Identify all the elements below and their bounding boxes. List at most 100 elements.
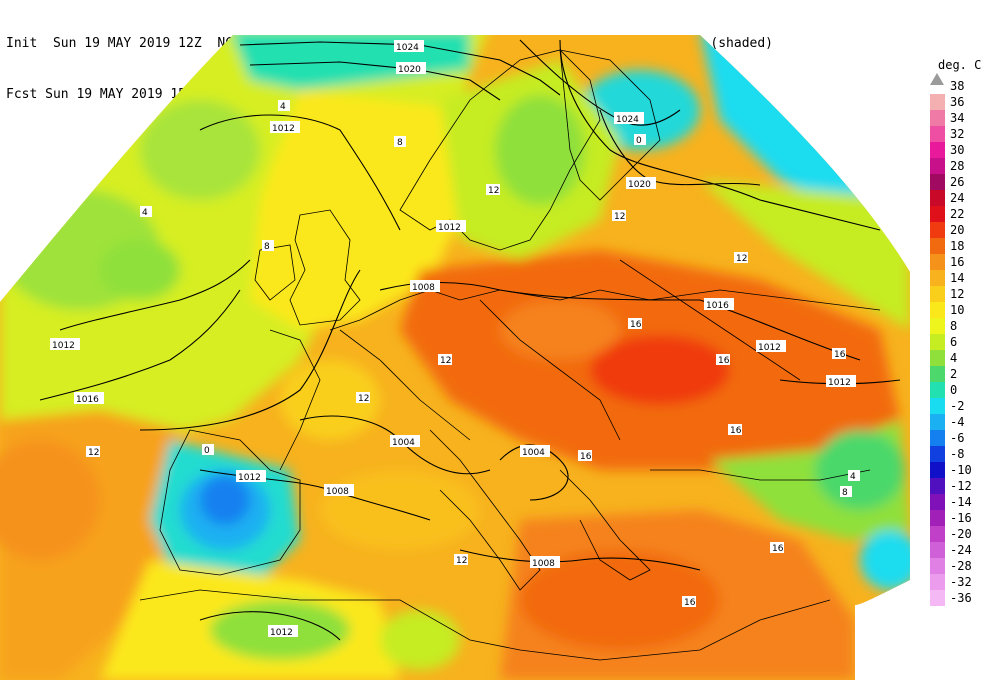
legend-swatch bbox=[930, 110, 945, 126]
legend-swatch bbox=[930, 174, 945, 190]
legend-swatch bbox=[930, 286, 945, 302]
isobar-labels: 1024 1020 1024 1012 1012 1016 1008 1016 … bbox=[50, 40, 856, 638]
legend-row: 2 bbox=[928, 366, 1000, 382]
legend-label: 14 bbox=[950, 271, 965, 285]
isobar-label: 1024 bbox=[396, 43, 419, 53]
dewpoint-label: 12 bbox=[456, 556, 467, 566]
isobar-label: 1012 bbox=[758, 343, 781, 353]
legend-label: 6 bbox=[950, 335, 958, 349]
legend-swatch bbox=[930, 366, 945, 382]
legend-row: -20 bbox=[928, 526, 1000, 542]
legend-row: 16 bbox=[928, 254, 1000, 270]
isobar-label: 1008 bbox=[532, 559, 555, 569]
legend-label: 0 bbox=[950, 383, 958, 397]
legend-label: -10 bbox=[950, 463, 972, 477]
dewpoint-label: 12 bbox=[614, 212, 625, 222]
dewpoint-label: 12 bbox=[440, 356, 451, 366]
legend-row: 28 bbox=[928, 158, 1000, 174]
legend-row: -16 bbox=[928, 510, 1000, 526]
legend-row: 12 bbox=[928, 286, 1000, 302]
dewpoint-label: 4 bbox=[280, 102, 286, 112]
legend-row: 32 bbox=[928, 126, 1000, 142]
legend-swatch bbox=[930, 462, 945, 478]
legend-row: -2 bbox=[928, 398, 1000, 414]
legend-label: 36 bbox=[950, 95, 965, 109]
legend-row: 18 bbox=[928, 238, 1000, 254]
legend-swatch bbox=[930, 142, 945, 158]
legend-row: 22 bbox=[928, 206, 1000, 222]
legend-swatch bbox=[930, 158, 945, 174]
legend-row: 4 bbox=[928, 350, 1000, 366]
legend-row: -6 bbox=[928, 430, 1000, 446]
legend-label: 24 bbox=[950, 191, 965, 205]
legend-label: -16 bbox=[950, 511, 972, 525]
isobar-label: 1020 bbox=[398, 65, 421, 75]
legend-swatch bbox=[930, 382, 945, 398]
legend-row: 38 bbox=[928, 78, 1000, 94]
isobar-label: 1016 bbox=[706, 301, 729, 311]
legend-label: 18 bbox=[950, 239, 965, 253]
legend-label: 32 bbox=[950, 127, 965, 141]
legend-swatch bbox=[930, 94, 945, 110]
legend-label: -32 bbox=[950, 575, 972, 589]
legend-swatch bbox=[930, 446, 945, 462]
dewpoint-label: 0 bbox=[204, 446, 210, 456]
isobar-label: 1008 bbox=[326, 487, 349, 497]
dewpoint-label: 12 bbox=[358, 394, 369, 404]
legend-swatch bbox=[930, 478, 945, 494]
legend-swatch bbox=[930, 526, 945, 542]
legend-label: 4 bbox=[950, 351, 958, 365]
legend-label: -14 bbox=[950, 495, 972, 509]
legend-swatch bbox=[930, 126, 945, 142]
legend-label: 2 bbox=[950, 367, 958, 381]
legend-label: -12 bbox=[950, 479, 972, 493]
dewpoint-label: 4 bbox=[850, 472, 856, 482]
legend-label: -2 bbox=[950, 399, 965, 413]
dewpoint-label: 8 bbox=[264, 242, 270, 252]
legend-swatch bbox=[930, 574, 945, 590]
legend-row: 20 bbox=[928, 222, 1000, 238]
isobar-label: 1012 bbox=[828, 378, 851, 388]
legend-label: 12 bbox=[950, 287, 965, 301]
isobar-label: 1020 bbox=[628, 180, 651, 190]
legend-row: 0 bbox=[928, 382, 1000, 398]
dewpoint-label: 8 bbox=[397, 138, 403, 148]
legend-row: -8 bbox=[928, 446, 1000, 462]
dewpoint-label: 16 bbox=[580, 452, 592, 462]
legend-row: -36 bbox=[928, 590, 1000, 606]
legend-swatch bbox=[930, 270, 945, 286]
legend-swatch bbox=[930, 238, 945, 254]
dewpoint-label: 16 bbox=[630, 320, 642, 330]
legend-row: -28 bbox=[928, 558, 1000, 574]
legend-swatch bbox=[930, 558, 945, 574]
legend-row: -24 bbox=[928, 542, 1000, 558]
legend-label: -28 bbox=[950, 559, 972, 573]
dewpoint-label: 16 bbox=[834, 350, 846, 360]
legend-swatch bbox=[930, 302, 945, 318]
dewpoint-label: 16 bbox=[684, 598, 696, 608]
legend-label: 34 bbox=[950, 111, 965, 125]
legend-row: 36 bbox=[928, 94, 1000, 110]
legend-swatch bbox=[930, 414, 945, 430]
legend-row: -12 bbox=[928, 478, 1000, 494]
legend-label: 8 bbox=[950, 319, 958, 333]
legend-label: -8 bbox=[950, 447, 965, 461]
legend-swatch bbox=[930, 206, 945, 222]
legend-row: 6 bbox=[928, 334, 1000, 350]
legend-swatch bbox=[930, 334, 945, 350]
coastlines bbox=[139, 49, 881, 661]
isobar-label: 1004 bbox=[522, 448, 545, 458]
legend-label: 16 bbox=[950, 255, 965, 269]
legend-swatch bbox=[930, 430, 945, 446]
legend-row: 8 bbox=[928, 318, 1000, 334]
legend-label: -24 bbox=[950, 543, 972, 557]
legend-swatch bbox=[930, 350, 945, 366]
legend-row: -4 bbox=[928, 414, 1000, 430]
legend-swatch bbox=[930, 510, 945, 526]
legend-label: 38 bbox=[950, 79, 965, 93]
legend-row: 30 bbox=[928, 142, 1000, 158]
legend-swatch bbox=[930, 254, 945, 270]
dewpoint-label: 12 bbox=[488, 186, 499, 196]
dewpoint-labels: 12 8 12 12 16 16 16 16 12 16 4 8 0 0 4 1… bbox=[86, 100, 860, 608]
shaded-field bbox=[0, 35, 910, 680]
